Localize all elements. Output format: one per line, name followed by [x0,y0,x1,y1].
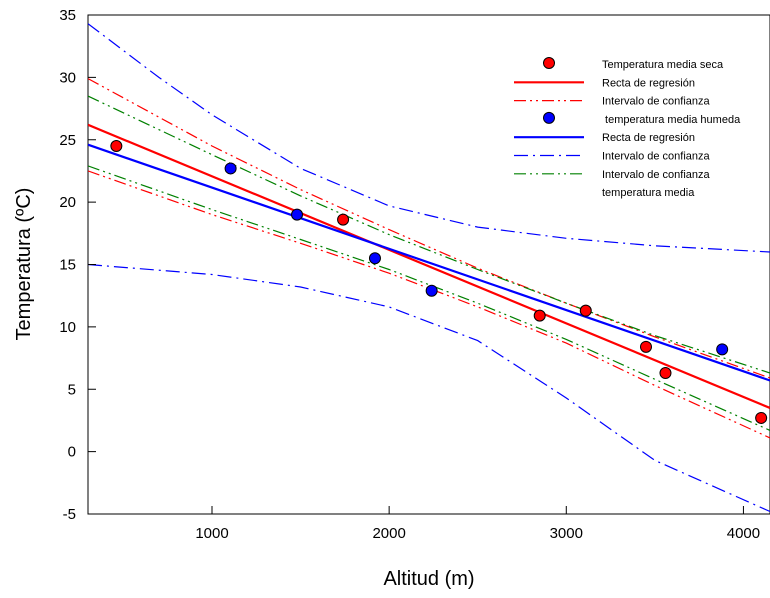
legend-label-4: Recta de regresión [602,132,695,144]
legend-label-7: temperatura media [602,187,695,199]
series-line-6 [88,23,770,253]
data-point-0-4 [640,340,652,353]
series-line-5 [88,143,770,382]
series-line-7 [88,263,770,513]
y-tick-label-2: 5 [68,381,76,398]
data-point-0-0 [110,139,123,152]
data-point-0-6 [755,411,768,424]
legend-point-3 [543,111,555,124]
data-point-0-5 [659,367,672,380]
data-point-4-3 [425,284,438,297]
x-axis-title: Altitud (m) [383,568,474,590]
x-tick-label-3: 4000 [727,525,760,542]
data-point-4-2 [368,252,381,265]
x-tick-label-2: 3000 [550,525,583,542]
y-tick-label-4: 15 [59,257,76,274]
y-tick-label-7: 30 [59,69,76,86]
legend-label-6: Intervalo de confianza [602,169,711,181]
y-axis-title: Temperatura (ºC) [13,188,35,341]
data-point-0-2 [533,309,546,322]
y-tick-label-8: 35 [59,7,76,24]
legend-label-3: temperatura media humeda [602,114,741,126]
y-tick-label-5: 20 [59,194,76,211]
series-layer [88,23,770,513]
legend-label-5: Intervalo de confianza [602,151,711,163]
legend-label-1: Recta de regresión [602,77,695,89]
legend-label-2: Intervalo de confianza [602,96,711,108]
series-line-3 [88,170,770,439]
series-line-1 [88,123,770,410]
axes-layer: 1000 2000 3000 4000 -5 0 5 10 15 20 25 30 35 [59,7,760,542]
series-line-2 [88,78,770,379]
y-tick-label-3: 10 [59,319,76,336]
data-point-0-1 [337,213,350,226]
y-tick-label-1: 0 [68,444,76,461]
data-point-4-0 [224,162,237,175]
x-tick-label-0: 1000 [195,525,228,542]
y-tick-label-6: 25 [59,132,76,149]
points-layer [110,139,768,424]
plot-frame [87,14,770,515]
legend-label-0: Temperatura media seca [602,59,724,71]
data-point-0-3 [579,304,592,317]
legend: Temperatura media seca Recta de regresión… [514,57,741,199]
legend-point-0 [543,57,555,69]
data-point-4-4 [716,343,729,356]
data-point-4-1 [291,208,304,221]
y-tick-label-0: -5 [63,506,76,523]
x-tick-label-1: 2000 [372,525,405,542]
